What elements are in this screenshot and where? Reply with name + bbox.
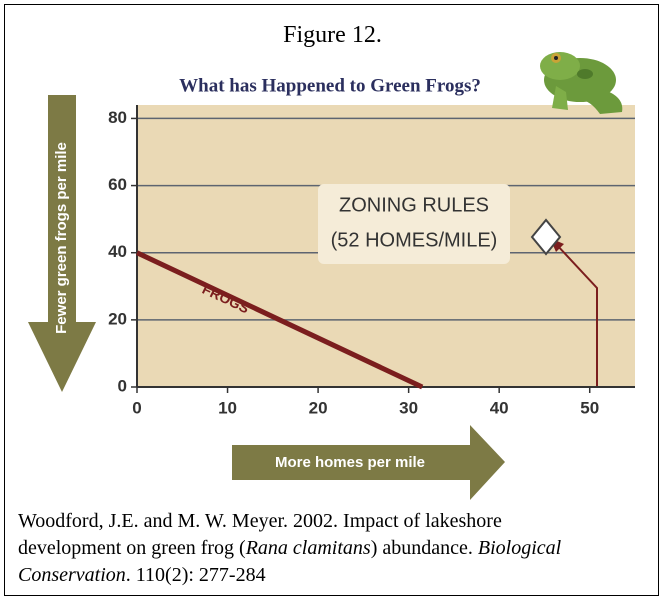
x-tick-label: 50 xyxy=(580,398,599,417)
x-tick-label: 40 xyxy=(490,398,509,417)
x-tick-label: 30 xyxy=(399,398,418,417)
y-tick-label: 80 xyxy=(108,108,127,127)
y-axis-label: Fewer green frogs per mile xyxy=(53,142,70,334)
citation-text: Woodford, J.E. and M. W. Meyer. 2002. Im… xyxy=(18,510,502,559)
y-tick-label: 40 xyxy=(108,242,127,261)
x-arrow xyxy=(232,425,505,500)
citation-species: Rana clamitans xyxy=(245,537,371,559)
citation: Woodford, J.E. and M. W. Meyer. 2002. Im… xyxy=(18,508,578,589)
x-tick-label: 10 xyxy=(218,398,237,417)
annotation-arrow xyxy=(555,243,598,387)
frame xyxy=(4,4,659,596)
annotation-marker xyxy=(530,218,562,256)
citation-text: . 110(2): 277-284 xyxy=(125,564,266,586)
citation-text: ) abundance. xyxy=(370,537,478,559)
y-tick-label: 0 xyxy=(118,376,127,395)
annotation-text: ZONING RULES xyxy=(339,194,489,216)
annotation-box xyxy=(318,184,510,264)
series-line xyxy=(135,250,424,390)
x-tick-label: 20 xyxy=(309,398,328,417)
y-tick-label: 60 xyxy=(108,175,127,194)
chart-title: What has Happened to Green Frogs? xyxy=(179,75,481,96)
citation-journal: Biological Conservation xyxy=(18,537,562,586)
frog-icon xyxy=(540,52,623,114)
x-axis-label: More homes per mile xyxy=(275,454,425,471)
y-arrow xyxy=(28,95,96,392)
figure-label: Figure 12. xyxy=(283,22,382,48)
x-tick-label: 0 xyxy=(132,398,141,417)
annotation-text: (52 HOMES/MILE) xyxy=(331,229,498,251)
y-tick-label: 20 xyxy=(108,309,127,328)
